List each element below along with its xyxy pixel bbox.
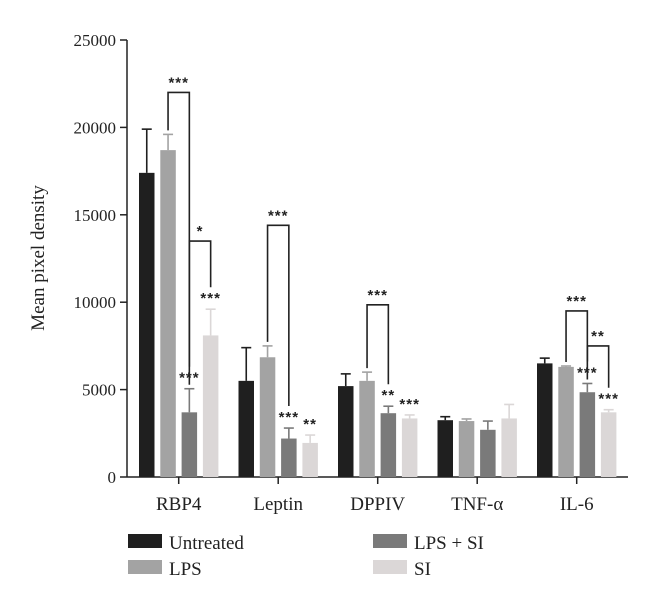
bar	[238, 380, 254, 477]
legend-swatch	[128, 560, 162, 574]
bar	[281, 438, 297, 477]
significance-label: ***	[200, 290, 221, 307]
legend-label: Untreated	[169, 533, 244, 554]
bar	[480, 429, 496, 477]
bar	[380, 413, 397, 477]
bar	[600, 412, 617, 477]
y-axis-label: Mean pixel density	[28, 185, 49, 331]
y-tick-label: 15000	[74, 206, 117, 225]
bar	[501, 418, 517, 477]
bar	[302, 442, 318, 477]
significance-bracket	[266, 224, 290, 407]
significance-bracket	[167, 91, 191, 367]
x-category-label: Leptin	[253, 494, 303, 515]
significance-bracket	[188, 240, 212, 385]
bar	[139, 172, 155, 477]
significance-label: **	[303, 416, 317, 433]
bracket-label: ***	[168, 74, 189, 91]
significance-bracket	[586, 345, 610, 388]
bar	[558, 366, 574, 477]
legend-swatch	[373, 534, 407, 548]
bar	[338, 386, 354, 477]
bracket-label: ***	[367, 287, 388, 304]
bracket-label: *	[197, 223, 204, 240]
bracket-label: ***	[268, 207, 289, 224]
x-category-label: RBP4	[156, 494, 202, 515]
bar	[160, 150, 176, 477]
y-tick-label: 5000	[82, 381, 116, 400]
x-category-label: IL-6	[560, 494, 594, 515]
y-tick-label: 10000	[74, 293, 117, 312]
bar	[537, 363, 553, 477]
significance-bracket	[366, 304, 390, 385]
bar	[579, 392, 596, 477]
legend-label: LPS + SI	[414, 533, 484, 554]
x-category-label: DPPIV	[350, 494, 405, 515]
significance-bracket	[565, 310, 589, 363]
significance-label: **	[382, 387, 396, 404]
bar	[458, 421, 475, 477]
bracket-label: **	[591, 328, 605, 345]
legend-label: LPS	[169, 559, 202, 580]
bar	[437, 420, 453, 477]
y-tick-label: 0	[108, 468, 117, 487]
significance-label: ***	[399, 396, 420, 413]
y-tick-label: 20000	[74, 118, 117, 137]
bar	[181, 412, 198, 477]
y-tick-label: 25000	[74, 31, 117, 50]
bracket-label: ***	[566, 293, 587, 310]
legend-label: SI	[414, 559, 431, 580]
x-category-label: TNF-α	[451, 494, 503, 515]
bar	[202, 335, 219, 477]
bar	[401, 418, 418, 477]
significance-label: ***	[279, 409, 300, 426]
legend-swatch	[373, 560, 407, 574]
bar	[359, 380, 375, 477]
bar	[259, 357, 276, 477]
legend-swatch	[128, 534, 162, 548]
significance-label: ***	[598, 391, 619, 408]
